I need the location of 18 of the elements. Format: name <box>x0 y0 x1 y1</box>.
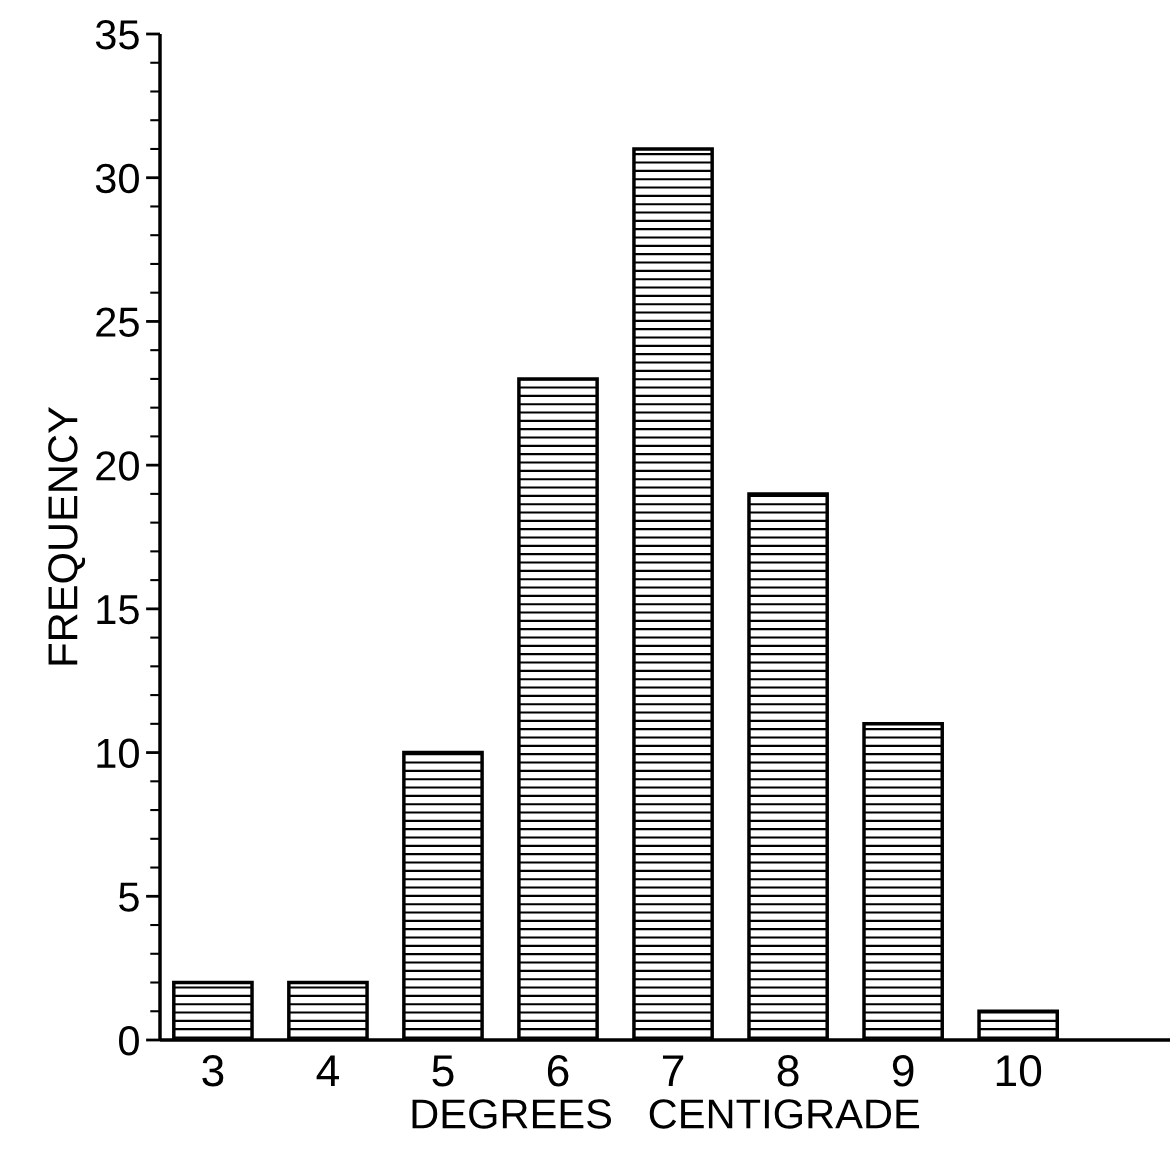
x-tick-label: 8 <box>777 1055 799 1087</box>
y-tick-label: 35 <box>95 20 139 50</box>
x-tick-label: 5 <box>432 1055 454 1087</box>
x-tick-label: 3 <box>202 1055 224 1087</box>
y-tick-label: 10 <box>97 738 139 769</box>
y-tick-label: 30 <box>95 163 139 194</box>
y-tick-label: 20 <box>96 451 139 481</box>
x-tick-label: 7 <box>662 1055 684 1087</box>
x-tick-label: 4 <box>316 1055 340 1087</box>
x-axis-title: DEGREES CENTIGRADE <box>412 1099 920 1129</box>
y-axis-title: FREQUENCY <box>48 407 86 665</box>
y-tick-label: 0 <box>119 1026 139 1056</box>
x-tick-label: 6 <box>547 1055 569 1087</box>
x-tick-label: 10 <box>996 1055 1042 1087</box>
y-tick-label: 25 <box>96 307 139 337</box>
y-tick-label: 15 <box>97 595 139 625</box>
x-tick-label: 9 <box>892 1055 914 1087</box>
y-tick-label: 5 <box>119 882 139 912</box>
